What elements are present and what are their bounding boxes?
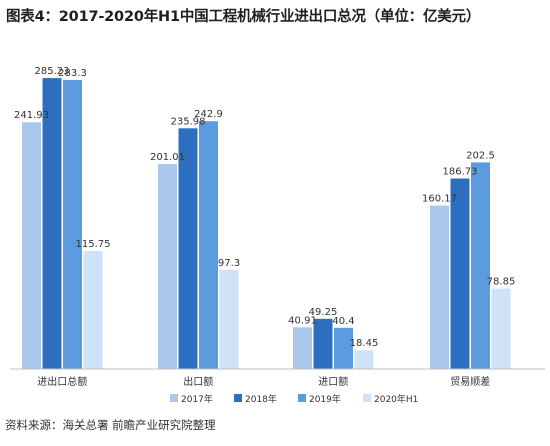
legend-swatch-2 [234,394,242,402]
value-label-3-4: 18.45 [350,338,379,349]
value-label-4-4: 78.85 [487,277,516,288]
value-label-4-3: 202.5 [466,150,495,161]
bar-2-1 [158,164,177,369]
legend-item-4: 2020年H1 [363,393,418,405]
legend-swatch-3 [298,394,306,402]
bar-2-4 [219,269,239,369]
bar-4-3 [471,162,490,369]
value-label-1-4: 115.75 [76,239,111,250]
bar-4-2 [450,178,470,369]
value-label-4-1: 160.17 [422,194,457,205]
category-label-4: 贸易顺差 [450,375,490,388]
legend-label-2: 2018年 [245,393,277,405]
bars-layer [22,78,511,369]
chart-title: 图表4：2017-2020年H1中国工程机械行业进出口总况（单位：亿美元） [6,9,481,25]
legend-label-1: 2017年 [181,393,213,405]
legend: 2017年 2018年 2019年 2020年H1 [170,393,418,405]
category-label-3: 进口额 [318,375,348,388]
bar-3-1 [293,327,312,369]
category-label-1: 进出口总额 [37,375,87,388]
value-label-1-3: 283.3 [58,68,87,79]
legend-swatch-1 [170,394,178,402]
legend-item-1: 2017年 [170,393,213,405]
bar-2-2 [178,128,198,369]
legend-item-2: 2018年 [234,393,277,405]
bar-3-2 [313,318,333,369]
category-label-2: 出口额 [183,375,213,388]
bar-4-4 [491,288,511,369]
bar-1-4 [83,250,103,369]
bar-1-1 [22,122,41,369]
value-label-3-3: 40.4 [332,316,354,327]
value-label-3-2: 49.25 [309,307,338,318]
value-label-2-2: 235.98 [171,116,206,127]
bar-1-3 [63,80,82,369]
value-label-3-1: 40.91 [288,315,317,326]
value-label-4-2: 186.73 [443,167,478,178]
bar-3-4 [354,350,374,369]
legend-item-3: 2019年 [298,393,341,405]
value-label-1-2: 285.23 [35,66,70,77]
legend-swatch-4 [363,394,371,402]
value-label-2-1: 201.01 [150,152,185,163]
category-labels-layer: 进出口总额 出口额 进口额 贸易顺差 [37,375,490,388]
value-label-2-3: 242.9 [194,109,223,120]
value-label-1-1: 241.93 [14,110,49,121]
bar-2-3 [199,121,218,369]
legend-label-3: 2019年 [309,393,341,405]
source-note: 资料来源：海关总署 前瞻产业研究院整理 [5,418,216,432]
bar-4-1 [430,205,449,369]
value-label-2-4: 97.3 [218,258,240,269]
legend-label-4: 2020年H1 [374,393,418,405]
bar-1-2 [42,78,62,369]
bar-3-3 [334,327,353,369]
